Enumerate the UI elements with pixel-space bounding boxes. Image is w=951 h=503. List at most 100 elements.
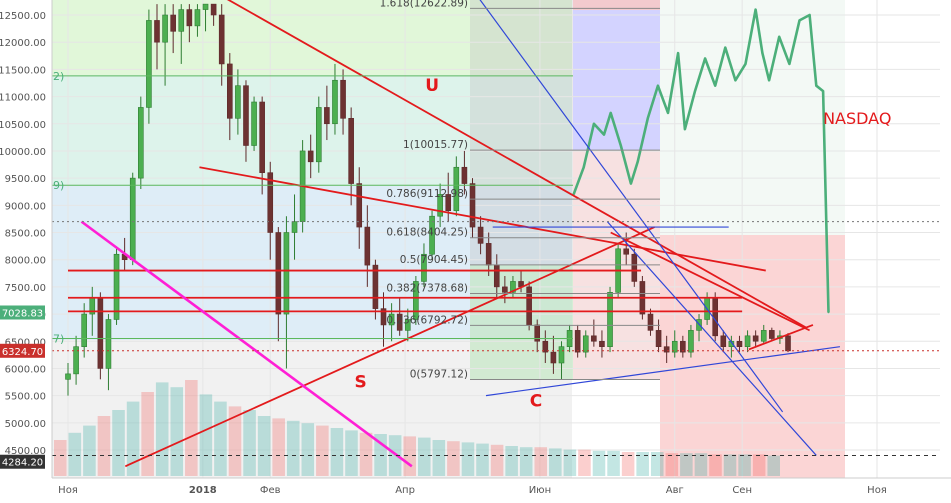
annotation-s: S xyxy=(355,372,367,392)
price-tag-label-2: 4284.20 xyxy=(2,458,43,469)
candle-body-81 xyxy=(720,335,727,347)
candle-body-63 xyxy=(574,330,581,353)
bg-zone-green-top xyxy=(52,0,572,75)
y-tick-label-13: 6000.00 xyxy=(5,364,46,375)
candle-body-38 xyxy=(372,264,379,309)
candle-body-33 xyxy=(332,79,338,125)
volume-bar-40 xyxy=(636,452,649,476)
volume-bar-3 xyxy=(97,416,111,476)
candle-body-64 xyxy=(582,335,589,353)
volume-bar-17 xyxy=(301,423,315,476)
volume-bar-33 xyxy=(534,447,548,476)
volume-bar-36 xyxy=(578,449,591,476)
bg-zone-red-right xyxy=(660,235,845,478)
candle-body-65 xyxy=(591,335,597,342)
candle-body-53 xyxy=(493,264,500,288)
volume-bar-14 xyxy=(257,416,271,476)
candle-body-41 xyxy=(396,313,403,331)
candle-body-5 xyxy=(105,319,112,369)
volume-bar-16 xyxy=(286,420,300,476)
candle-body-52 xyxy=(485,243,492,266)
annotation-u: U xyxy=(425,76,439,96)
nasdaq-point-25 xyxy=(808,14,811,16)
candle-body-10 xyxy=(146,20,152,108)
nasdaq-point-20 xyxy=(761,52,764,54)
trend-line-blue-11 xyxy=(606,221,817,456)
nasdaq-point-23 xyxy=(788,63,791,65)
trend-line-red-3 xyxy=(610,231,810,332)
volume-bar-26 xyxy=(432,440,446,476)
x-tick-label-2: Фев xyxy=(260,485,281,496)
price-tag-bg-1 xyxy=(0,343,45,358)
nasdaq-point-26 xyxy=(815,84,818,87)
candle-body-39 xyxy=(380,308,387,326)
fib-level-label-7: 0(5797.12) xyxy=(410,368,468,380)
volume-bar-43 xyxy=(680,453,693,476)
nasdaq-point-7 xyxy=(636,161,639,163)
candle-body-85 xyxy=(752,335,759,342)
candle-body-84 xyxy=(744,335,751,347)
volume-bar-29 xyxy=(476,443,489,476)
volume-bar-42 xyxy=(665,453,679,476)
nasdaq-point-15 xyxy=(714,84,716,87)
candle-body-60 xyxy=(550,351,557,364)
candle-body-28 xyxy=(291,221,298,233)
y-tick-label-2: 11500.00 xyxy=(0,65,46,76)
volume-bar-31 xyxy=(505,446,518,476)
candle-body-16 xyxy=(194,9,201,27)
y-axis-panel xyxy=(0,0,52,499)
y-tick-label-5: 10000.00 xyxy=(0,147,46,158)
volume-bar-24 xyxy=(403,436,416,476)
candle-body-14 xyxy=(178,9,185,32)
candle-body-89 xyxy=(785,335,791,352)
volume-bar-11 xyxy=(214,401,227,476)
volume-bar-21 xyxy=(359,432,373,476)
candle-body-45 xyxy=(429,215,435,255)
candle-body-25 xyxy=(267,172,274,233)
trend-line-red-1 xyxy=(124,226,655,468)
nasdaq-point-21 xyxy=(768,79,770,82)
candle-body-6 xyxy=(113,253,120,320)
nasdaq-point-4 xyxy=(609,112,612,114)
candle-body-21 xyxy=(235,85,241,119)
volume-bar-10 xyxy=(199,394,213,476)
candle-body-74 xyxy=(663,346,670,353)
candle-body-4 xyxy=(97,297,104,369)
y-tick-label-3: 11000.00 xyxy=(0,93,46,104)
x-axis-panel xyxy=(0,478,951,499)
volume-bar-0 xyxy=(54,440,67,476)
candle-body-23 xyxy=(251,101,257,146)
volume-bar-7 xyxy=(155,382,169,476)
volume-bar-41 xyxy=(650,452,664,476)
candle-body-61 xyxy=(558,346,565,364)
y-tick-label-6: 9500.00 xyxy=(5,174,46,185)
candle-body-8 xyxy=(129,177,136,260)
candle-body-34 xyxy=(340,79,346,119)
volume-bar-8 xyxy=(170,387,184,476)
nasdaq-point-28 xyxy=(827,311,830,314)
volume-bar-48 xyxy=(752,454,766,476)
candle-body-59 xyxy=(542,340,549,353)
candle-body-86 xyxy=(760,330,767,342)
volume-bar-30 xyxy=(490,444,504,476)
volume-bar-27 xyxy=(447,441,460,476)
nasdaq-point-27 xyxy=(822,90,824,92)
volume-bar-4 xyxy=(112,410,125,476)
candle-body-37 xyxy=(364,226,371,266)
nasdaq-point-11 xyxy=(677,52,679,54)
left-fib-label-0: 2) xyxy=(53,70,64,83)
x-tick-label-6: Сен xyxy=(732,485,752,496)
nasdaq-point-24 xyxy=(798,19,801,22)
volume-bar-38 xyxy=(607,450,620,476)
nasdaq-point-8 xyxy=(646,117,649,120)
candle-body-20 xyxy=(227,63,233,119)
fib-level-label-4: 0.5(7904.45) xyxy=(400,254,468,266)
trend-line-red-4 xyxy=(748,324,814,351)
candle-body-27 xyxy=(283,232,290,315)
candle-body-30 xyxy=(307,150,314,163)
nasdaq-point-13 xyxy=(694,90,696,92)
y-tick-label-15: 5000.00 xyxy=(5,419,46,430)
nasdaq-point-16 xyxy=(724,46,727,49)
volume-bar-35 xyxy=(563,449,577,476)
